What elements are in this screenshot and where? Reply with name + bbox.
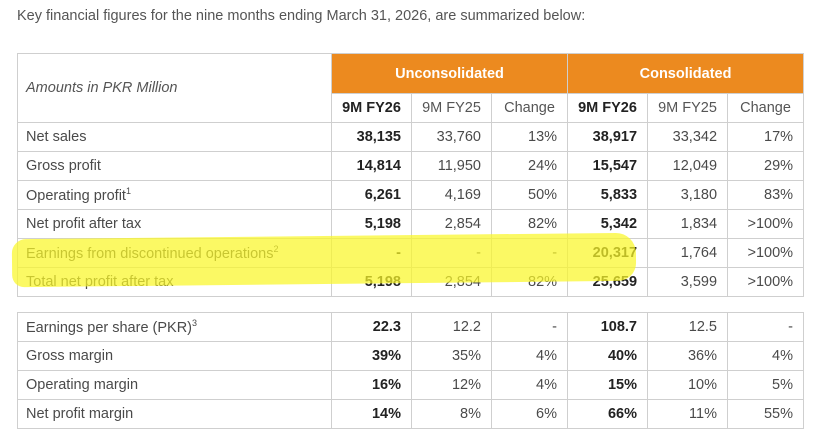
ratios-table: Earnings per share (PKR)3 22.3 12.2-108.7 1… — [17, 312, 804, 429]
cell-c-prev: 1,764 — [647, 238, 729, 268]
cell-u-chg: - — [490, 238, 569, 268]
cell-c-prev: 3,599 — [647, 267, 729, 297]
cell-u-prev: 8% — [411, 399, 492, 429]
cell-c-prev: 12.5 — [647, 312, 728, 342]
cell-u-cur: 14,814 — [331, 151, 412, 181]
cell-c-chg: 83% — [727, 180, 805, 210]
cell-u-chg: 13% — [490, 122, 569, 152]
cell-u-cur: 22.3 — [331, 312, 412, 342]
row-label: Gross margin — [17, 341, 332, 371]
row-label: Net profit after tax — [17, 209, 332, 239]
row-label: Gross profit — [17, 151, 332, 181]
cell-u-prev: 11,950 — [411, 151, 492, 181]
amounts-label: Amounts in PKR Million — [17, 53, 332, 123]
financial-figures-table: Amounts in PKR Million Unconsolidated Co… — [17, 53, 805, 297]
table-row: Net profit after tax 5,198 2,854 82% 5,342 1,… — [17, 209, 805, 239]
cell-c-chg: >100% — [727, 209, 805, 239]
cell-c-prev: 33,342 — [647, 122, 729, 152]
cell-c-chg: 29% — [727, 151, 805, 181]
cell-u-cur: 14% — [331, 399, 412, 429]
cell-c-cur: 40% — [567, 341, 648, 371]
cell-u-prev: 35% — [411, 341, 492, 371]
cell-u-chg: 82% — [490, 267, 569, 297]
row-label: Earnings per share (PKR)3 — [17, 312, 332, 342]
cell-c-cur: 15% — [567, 370, 648, 400]
row-label: Operating margin — [17, 370, 332, 400]
cell-u-cur: 6,261 — [331, 180, 412, 210]
cell-c-prev: 11% — [647, 399, 728, 429]
footnote-marker: 1 — [125, 186, 131, 197]
cell-u-chg: 24% — [490, 151, 569, 181]
col-header-u-change: Change — [490, 93, 569, 123]
col-header-c-current: 9M FY26 — [567, 93, 649, 123]
cell-c-cur: 5,833 — [567, 180, 649, 210]
cell-c-chg: 17% — [727, 122, 805, 152]
cell-c-prev: 10% — [647, 370, 728, 400]
row-label: Earnings from discontinued operations2 — [17, 238, 332, 268]
cell-u-cur: 5,198 — [331, 209, 412, 239]
cell-u-chg: 6% — [491, 399, 568, 429]
cell-u-chg: 82% — [490, 209, 569, 239]
cell-c-cur: 38,917 — [567, 122, 649, 152]
cell-c-cur: 108.7 — [567, 312, 648, 342]
cell-u-cur: 16% — [331, 370, 412, 400]
table-row: Net sales 38,135 33,760 13% 38,917 33,342 17% — [17, 122, 805, 152]
cell-c-chg: 5% — [727, 370, 804, 400]
cell-u-prev: 4,169 — [411, 180, 492, 210]
row-label: Net profit margin — [17, 399, 332, 429]
footnote-marker: 3 — [192, 318, 198, 329]
table-row: Total net profit after tax 5,198 2,854 82% 2… — [17, 267, 805, 297]
col-header-u-prior: 9M FY25 — [411, 93, 492, 123]
cell-c-cur: 5,342 — [567, 209, 649, 239]
intro-text: Key financial figures for the nine month… — [17, 8, 586, 24]
table-row: Gross margin 39% 35% 4% 40% 36% 4% — [17, 341, 804, 371]
col-header-c-change: Change — [727, 93, 805, 123]
cell-u-cur: 39% — [331, 341, 412, 371]
table-row: Operating profit1 6,261 4,169 50% 5,833 3,180… — [17, 180, 805, 210]
cell-u-chg: 4% — [491, 370, 568, 400]
col-header-c-prior: 9M FY25 — [647, 93, 729, 123]
row-label: Net sales — [17, 122, 332, 152]
cell-c-prev: 1,834 — [647, 209, 729, 239]
table-row: Earnings per share (PKR)3 22.3 12.2-108.7 1… — [17, 312, 804, 342]
table-row: Gross profit 14,814 11,950 24% 15,547 12,049 2… — [17, 151, 805, 181]
cell-c-chg: >100% — [727, 267, 805, 297]
cell-u-cur: - — [331, 238, 412, 268]
cell-u-prev: 2,854 — [411, 267, 492, 297]
cell-u-cur: 38,135 — [331, 122, 412, 152]
cell-u-prev: - — [411, 238, 492, 268]
cell-c-cur: 25,659 — [567, 267, 649, 297]
table-row: Earnings from discontinued operations2- -… — [17, 238, 805, 268]
cell-c-chg: 55% — [727, 399, 804, 429]
table-row: Net profit margin 14% 8% 6% 66% 11% 55% — [17, 399, 804, 429]
cell-c-prev: 3,180 — [647, 180, 729, 210]
cell-c-cur: 15,547 — [567, 151, 649, 181]
cell-u-prev: 12.2 — [411, 312, 492, 342]
cell-c-chg: >100% — [727, 238, 805, 268]
row-label: Total net profit after tax — [17, 267, 332, 297]
footnote-marker: 2 — [273, 244, 279, 255]
header-unconsolidated: Unconsolidated — [330, 53, 569, 94]
cell-u-cur: 5,198 — [331, 267, 412, 297]
table-row: Operating margin 16% 12% 4% 15% 10% 5% — [17, 370, 804, 400]
cell-u-prev: 33,760 — [411, 122, 492, 152]
cell-u-prev: 2,854 — [411, 209, 492, 239]
cell-u-chg: 50% — [490, 180, 569, 210]
cell-c-cur: 66% — [567, 399, 648, 429]
cell-u-prev: 12% — [411, 370, 492, 400]
col-header-u-current: 9M FY26 — [331, 93, 412, 123]
cell-c-prev: 12,049 — [647, 151, 729, 181]
cell-u-chg: 4% — [491, 341, 568, 371]
cell-u-chg: - — [491, 312, 568, 342]
cell-c-cur: 20,317 — [567, 238, 649, 268]
cell-c-chg: 4% — [727, 341, 804, 371]
row-label: Operating profit1 — [17, 180, 332, 210]
header-consolidated: Consolidated — [567, 53, 805, 94]
cell-c-chg: - — [727, 312, 804, 342]
cell-c-prev: 36% — [647, 341, 728, 371]
